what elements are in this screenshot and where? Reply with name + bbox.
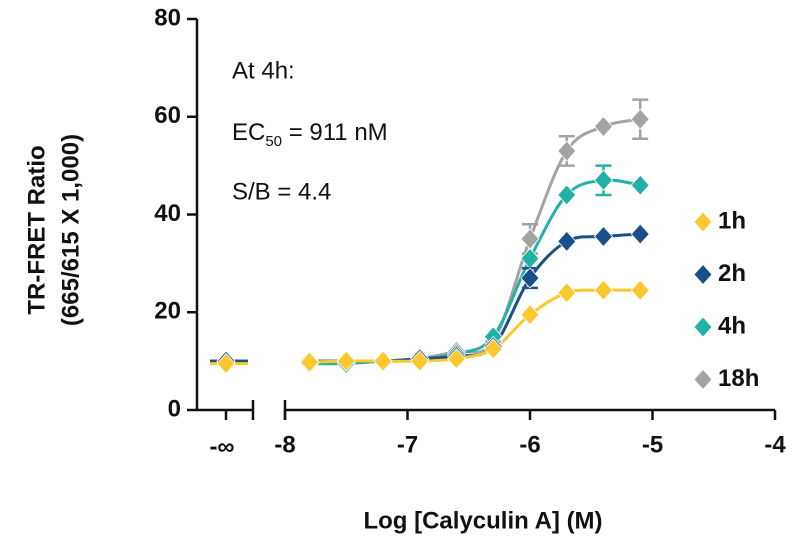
legend-label: 1h xyxy=(718,207,746,234)
annotation: At 4h: xyxy=(232,57,295,84)
data-point xyxy=(299,351,320,373)
data-point xyxy=(557,230,577,252)
x-tick-label: -7 xyxy=(397,431,418,458)
data-point xyxy=(630,223,650,245)
legend-marker xyxy=(693,316,713,338)
data-point xyxy=(410,350,430,372)
data-point xyxy=(630,279,650,301)
annotation-text: = 911 nM xyxy=(282,119,388,146)
fit-curve xyxy=(309,232,641,363)
y-tick-label: 0 xyxy=(168,395,181,422)
y-axis-label: TR-FRET Ratio (665/615 X 1,000) xyxy=(23,134,84,326)
y-axis-label-line: (665/615 X 1,000) xyxy=(57,134,84,326)
fit-curve xyxy=(309,288,641,364)
legend-label: 18h xyxy=(718,365,759,392)
x-tick-label: -∞ xyxy=(209,433,234,460)
data-point xyxy=(520,247,540,270)
data-point xyxy=(630,108,650,130)
x-tick-label: -4 xyxy=(764,431,786,458)
annotations: At 4h: EC50 = 911 nM S/B = 4.4 xyxy=(232,57,388,205)
legend-marker xyxy=(693,211,713,233)
data-point xyxy=(446,348,467,370)
data-point xyxy=(557,184,577,206)
legend-label: 4h xyxy=(718,312,746,339)
data-point xyxy=(373,350,393,372)
annotation: S/B = 4.4 xyxy=(232,178,331,205)
data-point xyxy=(520,304,540,326)
annotation-subscript: 50 xyxy=(265,133,282,150)
data-point xyxy=(483,338,503,360)
data-point xyxy=(336,350,356,372)
y-tick-label: 20 xyxy=(154,298,181,325)
data-point xyxy=(557,282,577,304)
annotation: EC50 = 911 nM xyxy=(232,119,388,150)
legend-marker xyxy=(693,263,713,286)
fit-curve xyxy=(309,178,641,366)
x-tick-label: -5 xyxy=(642,431,663,458)
data-point xyxy=(216,352,236,375)
y-tick-label: 40 xyxy=(154,200,181,227)
y-tick-label: 80 xyxy=(154,4,181,31)
data-point xyxy=(593,279,614,301)
data-point xyxy=(630,174,650,196)
x-axis-label: Log [Calyculin A] (M) xyxy=(363,507,602,534)
legend-label: 2h xyxy=(718,260,746,287)
data-point xyxy=(520,267,540,289)
data-point xyxy=(593,115,614,138)
fit-curve xyxy=(309,117,641,363)
x-tick-label: -8 xyxy=(274,431,295,458)
legend-marker xyxy=(693,368,713,391)
data-point xyxy=(593,169,614,191)
y-axis-label-line: TR-FRET Ratio xyxy=(23,145,50,314)
data-point xyxy=(593,225,614,248)
annotation-text: EC xyxy=(232,119,265,146)
x-tick-label: -6 xyxy=(519,431,540,458)
data-point xyxy=(557,140,577,162)
y-tick-label: 60 xyxy=(154,102,181,129)
